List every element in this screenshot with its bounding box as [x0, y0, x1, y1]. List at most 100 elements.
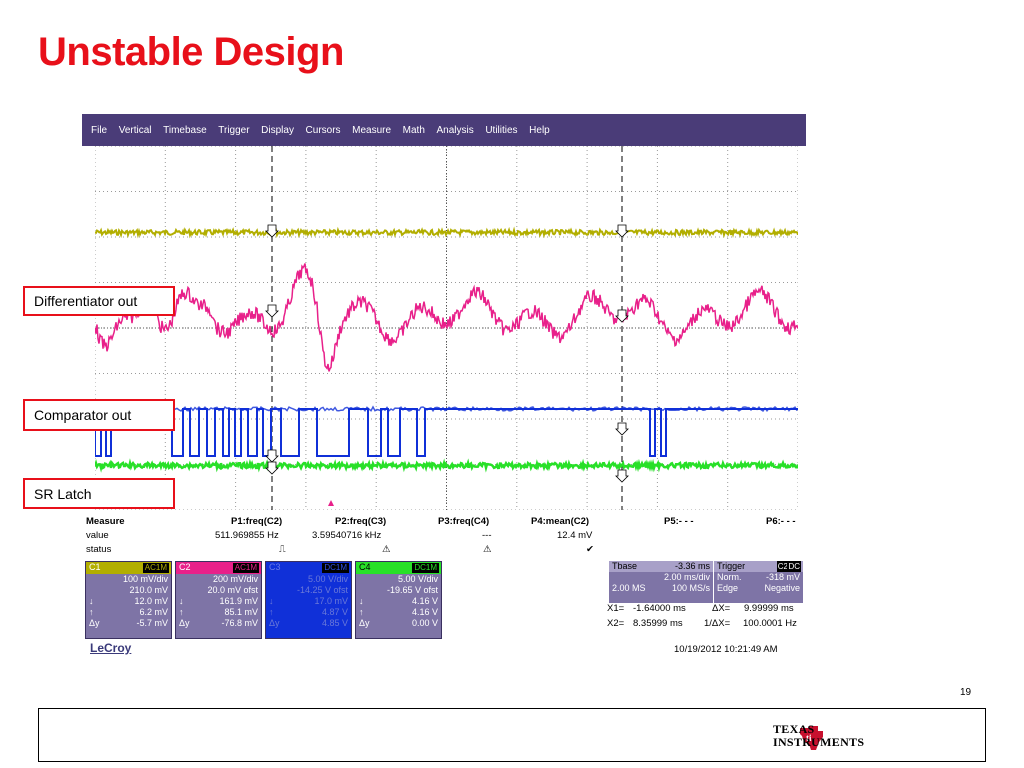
cursor-up-value: 6.2 mV [139, 607, 168, 617]
measure-header-row: Measure P1:freq(C2) P2:freq(C3) P3:freq(… [86, 516, 802, 529]
p4-value: 12.4 mV [557, 530, 593, 541]
trace-c2 [95, 263, 798, 372]
trigger-slope: Negative [764, 583, 800, 593]
menu-analysis[interactable]: Analysis [436, 124, 474, 136]
trigger-position-icon [328, 500, 334, 506]
lecroy-logo: LeCroy [90, 641, 132, 655]
cursor-arrow-icon [265, 461, 279, 475]
menu-trigger[interactable]: Trigger [218, 124, 250, 136]
menu-timebase[interactable]: Timebase [163, 124, 207, 136]
trigger-level: -318 mV [765, 572, 800, 582]
trace-c3-noise [95, 405, 798, 413]
menu-utilities[interactable]: Utilities [485, 124, 518, 136]
cursor-arrow-icon [265, 224, 279, 238]
channel-name: C4 [359, 562, 371, 572]
cursor-arrow-icon [615, 422, 629, 436]
coupling-badge: AC1M [232, 563, 259, 573]
delta-y-value: 0.00 V [411, 618, 438, 628]
measure-label: Measure [86, 516, 125, 527]
checkmark-icon: ✔ [586, 544, 594, 555]
p1-header[interactable]: P1:freq(C2) [231, 516, 283, 527]
menu-display[interactable]: Display [261, 124, 294, 136]
callout-label: SR Latch [34, 485, 92, 502]
pulse-icon: ⎍ [279, 544, 286, 555]
cursor-dx-value: 9.99999 ms [744, 603, 794, 614]
timebase-delay: -3.36 ms [674, 561, 710, 571]
volts-per-div: 5.00 V/div [307, 574, 348, 584]
waveform-display[interactable]: C1C2C3C4 [95, 146, 798, 510]
channel-name: C1 [89, 562, 101, 572]
waveform-canvas: C1C2C3C4 [95, 146, 798, 510]
cursor-down-value: 12.0 mV [134, 596, 168, 606]
menu-help[interactable]: Help [529, 124, 550, 136]
delta-y-value: 4.85 V [321, 618, 348, 628]
channel-box-c2[interactable]: C2 AC1M 200 mV/div 20.0 mV ofst ↓ 161.9 mV… [175, 561, 262, 639]
measure-value-row: value 511.969855 Hz 3.59540716 kHz --- 1… [86, 530, 802, 543]
offset: -19.65 V ofst [386, 585, 438, 595]
trigger-mode: Norm. [717, 572, 742, 582]
channel-box-c1[interactable]: C1 AC1M 100 mV/div 210.0 mV ↓ 12.0 mV ↑ 6.2… [85, 561, 172, 639]
cursor-x1-value: -1.64000 ms [633, 603, 686, 614]
menu-file[interactable]: File [91, 124, 108, 136]
svg-text:ti: ti [806, 733, 812, 743]
volts-per-div: 5.00 V/div [397, 574, 438, 584]
offset: 210.0 mV [129, 585, 168, 595]
ti-logo-icon: ti [800, 726, 823, 750]
menu-math[interactable]: Math [402, 124, 425, 136]
menu-cursors[interactable]: Cursors [305, 124, 341, 136]
trace-c1 [95, 226, 798, 239]
cursor-up-value: 4.16 V [411, 607, 438, 617]
callout-label: Differentiator out [34, 293, 138, 309]
cursor-down-value: 17.0 mV [314, 596, 348, 606]
channel-box-c4[interactable]: C4 DC1M 5.00 V/div -19.65 V ofst ↓ 4.16 V … [355, 561, 442, 639]
cursor-arrow-icon [265, 304, 279, 318]
cursor-down-value: 4.16 V [411, 596, 438, 606]
cursor-arrow-icon [615, 309, 629, 323]
menu-vertical[interactable]: Vertical [118, 124, 152, 136]
ti-wordmark: Texas Instruments [773, 722, 865, 749]
cursor-inverse-value: 100.0001 Hz [743, 618, 797, 629]
oscilloscope-screenshot: File Vertical Timebase Trigger Display C… [82, 114, 806, 662]
warning-icon: ⚠ [483, 544, 492, 555]
trigger-box[interactable]: Trigger C2 DC Norm. -318 mV Edge Negativ… [714, 561, 803, 603]
coupling-badge: DC1M [412, 563, 439, 573]
channel-name: C3 [269, 562, 281, 572]
trace-c4 [95, 458, 798, 473]
coupling-badge: DC1M [322, 563, 349, 573]
callout-sr-latch: SR Latch [23, 478, 175, 509]
delta-y-value: -76.8 mV [221, 618, 258, 628]
p2-value: 3.59540716 kHz [312, 530, 382, 541]
p2-header[interactable]: P2:freq(C3) [335, 516, 387, 527]
timebase-rate: 100 MS/s [671, 583, 710, 593]
cursor-arrow-icon [265, 449, 279, 463]
offset: 20.0 mV ofst [207, 585, 258, 595]
cursor-up-value: 85.1 mV [224, 607, 258, 617]
volts-per-div: 200 mV/div [212, 574, 258, 584]
slide-title: Unstable Design [38, 30, 344, 74]
cursor-arrow-icon [615, 224, 629, 238]
timebase-box[interactable]: Tbase -3.36 ms 2.00 ms/div 2.00 MS 100 M… [609, 561, 713, 603]
cursor-arrow-icon [615, 469, 629, 483]
cursor-x2-label: X2= [607, 618, 625, 629]
p3-value: --- [482, 530, 492, 541]
callout-comparator: Comparator out [23, 399, 175, 431]
p5-header[interactable]: P5:- - - [664, 516, 694, 527]
status-label: status [86, 544, 112, 555]
trigger-label: Trigger [717, 561, 746, 571]
p1-value: 511.969855 Hz [215, 530, 279, 541]
p3-header[interactable]: P3:freq(C4) [438, 516, 490, 527]
value-label: value [86, 530, 109, 541]
footer-box [38, 708, 986, 762]
trigger-type: Edge [717, 583, 739, 593]
delta-y-value: -5.7 mV [136, 618, 168, 628]
cursor-inverse-label: 1/ΔX= [704, 618, 731, 629]
cursor-up-value: 4.87 V [321, 607, 348, 617]
measure-status-row: status ⎍ ⚠ ⚠ ✔ [86, 544, 802, 557]
menu-measure[interactable]: Measure [352, 124, 392, 136]
cursor-x1-label: X1= [607, 603, 625, 614]
trigger-coupling: DC [787, 561, 801, 572]
p6-header[interactable]: P6:- - - [766, 516, 796, 527]
p4-header[interactable]: P4:mean(C2) [531, 516, 590, 527]
channel-box-c3[interactable]: C3 DC1M 5.00 V/div -14.25 V ofst ↓ 17.0 mV… [265, 561, 352, 639]
callout-differentiator: Differentiator out [23, 286, 175, 316]
